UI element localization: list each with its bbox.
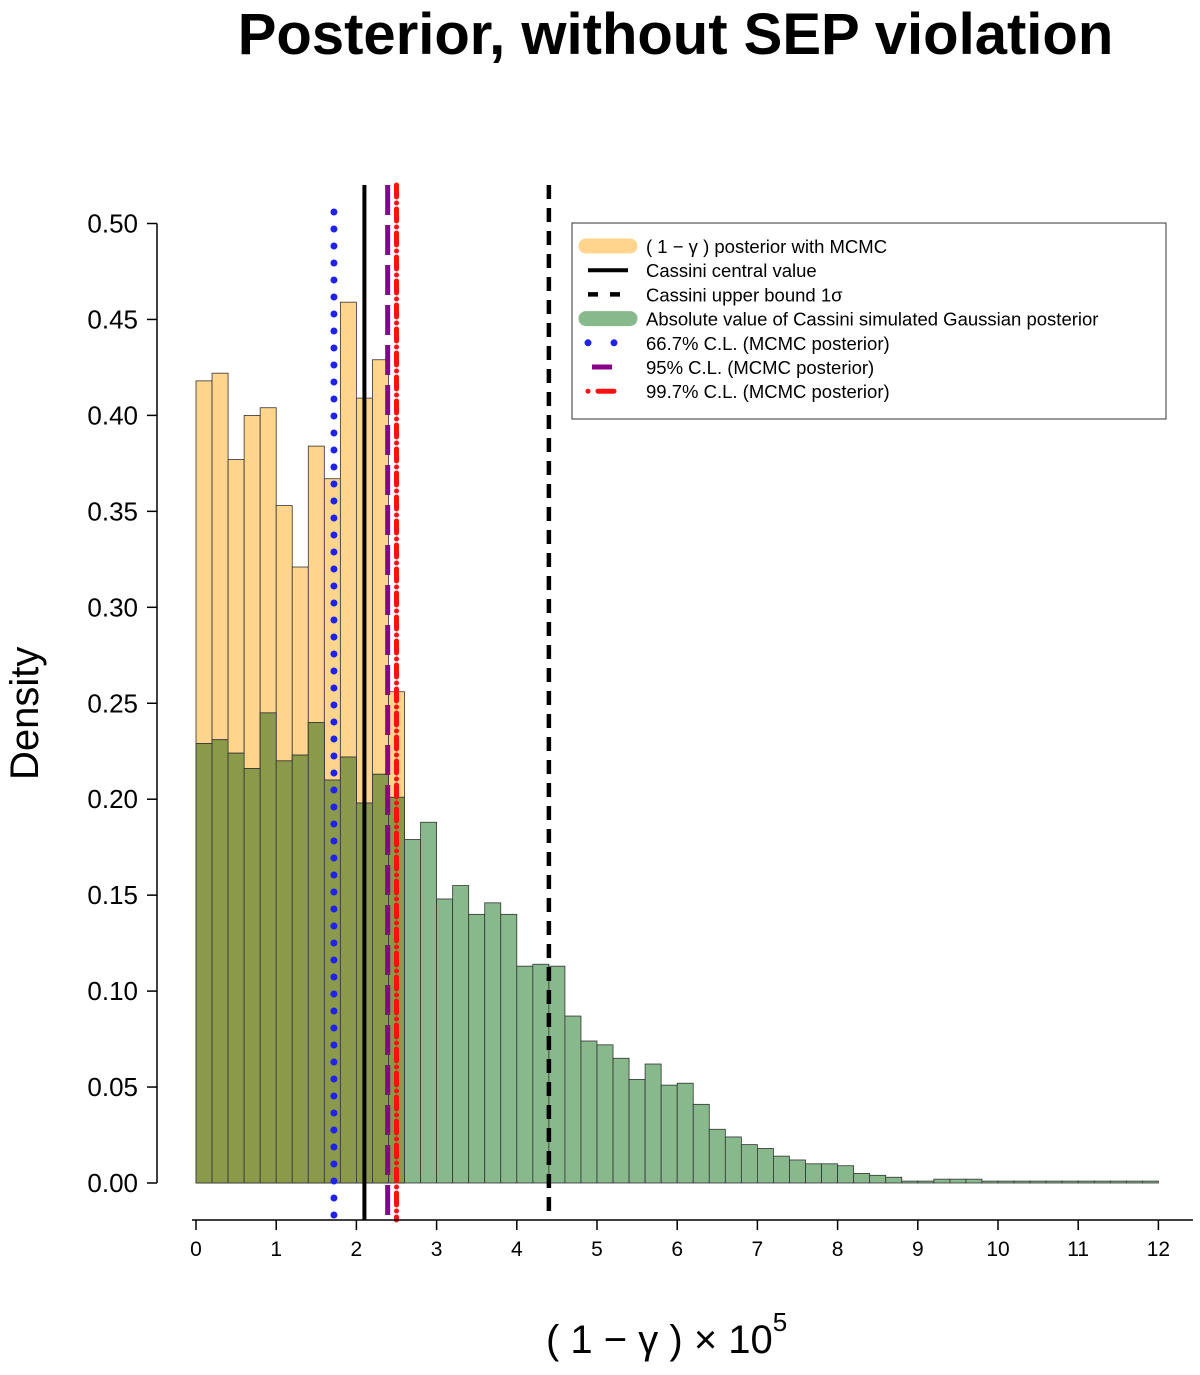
gaussian-bar <box>580 1040 598 1184</box>
legend-label: Absolute value of Cassini simulated Gaus… <box>646 309 1098 330</box>
gaussian-bar <box>1125 1180 1143 1184</box>
overlap-bar <box>291 754 309 1184</box>
y-tick-label: 0.45 <box>87 304 138 334</box>
gaussian-bar <box>468 913 486 1184</box>
x-axis: 0 1 2 3 4 5 6 7 8 9 10 11 12 <box>190 1219 1193 1261</box>
gaussian-bar <box>532 963 550 1184</box>
gaussian-bar <box>1109 1180 1127 1184</box>
overlap-bar <box>211 739 229 1184</box>
gaussian-bar <box>757 1148 774 1184</box>
gaussian-bar <box>612 1057 630 1184</box>
gaussian-bar <box>1141 1180 1159 1184</box>
x-tick-label: 8 <box>832 1238 844 1261</box>
y-tick-label: 0.40 <box>87 400 138 430</box>
y-tick-label: 0.50 <box>87 209 138 239</box>
gaussian-bar <box>516 965 534 1184</box>
gaussian-bar <box>676 1082 694 1184</box>
gaussian-bar <box>853 1173 871 1184</box>
y-tick-label: 0.10 <box>87 976 138 1006</box>
gaussian-bar <box>1029 1180 1047 1184</box>
x-tick-label: 7 <box>752 1238 764 1261</box>
reference-lines <box>330 182 552 1224</box>
overlap-bar <box>243 768 261 1184</box>
gaussian-bar <box>692 1103 710 1184</box>
x-axis-label-text: ( 1 − γ ) × 10 <box>546 1318 773 1362</box>
chart-title: Posterior, without SEP violation <box>237 2 1114 67</box>
gaussian-bar <box>821 1163 838 1184</box>
gaussian-bar <box>949 1178 967 1184</box>
gaussian-bar <box>452 885 470 1184</box>
y-tick-label: 0.05 <box>87 1072 138 1102</box>
legend: ( 1 − γ ) posterior with MCMC Cassini cen… <box>571 222 1167 420</box>
gaussian-bar <box>564 1015 582 1184</box>
gaussian-bar <box>789 1159 806 1184</box>
gaussian-bar <box>500 913 518 1184</box>
gaussian-bar <box>869 1174 887 1184</box>
x-tick-label: 5 <box>591 1238 603 1261</box>
y-tick-label: 0.15 <box>87 880 138 910</box>
x-tick-label: 0 <box>190 1238 202 1261</box>
x-tick-label: 4 <box>511 1238 523 1261</box>
gaussian-bar <box>548 965 566 1184</box>
gaussian-bar <box>420 821 437 1184</box>
gaussian-bar <box>1077 1180 1095 1184</box>
gaussian-bar <box>997 1180 1015 1184</box>
gaussian-bar <box>740 1144 758 1184</box>
legend-label: 66.7% C.L. (MCMC posterior) <box>646 333 890 354</box>
gaussian-bar <box>404 839 421 1184</box>
overlap-bar <box>227 752 245 1184</box>
legend-label: Cassini upper bound 1σ <box>646 284 843 305</box>
legend-label: 99.7% C.L. (MCMC posterior) <box>646 381 890 402</box>
gaussian-bar <box>805 1163 822 1184</box>
x-tick-label: 10 <box>986 1238 1009 1261</box>
gaussian-bar <box>628 1078 646 1184</box>
legend-box <box>571 222 1167 420</box>
gaussian-bar <box>981 1180 999 1184</box>
gaussian-bar <box>1093 1180 1111 1184</box>
x-tick-label: 2 <box>351 1238 363 1261</box>
gaussian-bar <box>708 1128 726 1184</box>
y-axis: 0.00 0.05 0.10 0.15 0.20 0.25 0.30 0.35 0.40 0.45… <box>87 209 158 1198</box>
overlap-bar <box>275 760 293 1184</box>
gaussian-bar <box>917 1180 935 1184</box>
gaussian-bar <box>965 1178 983 1184</box>
gaussian-bar <box>933 1178 951 1184</box>
x-tick-label: 11 <box>1067 1238 1089 1261</box>
gaussian-bar <box>773 1155 790 1184</box>
y-tick-label: 0.35 <box>87 496 138 526</box>
overlap-bar <box>259 712 277 1184</box>
x-tick-label: 3 <box>431 1238 443 1261</box>
gaussian-bar <box>724 1136 742 1184</box>
x-axis-label: ( 1 − γ ) × 105 <box>546 1309 787 1363</box>
overlap-bar <box>195 743 213 1184</box>
x-tick-label: 6 <box>671 1238 683 1261</box>
overlap-bar <box>339 756 357 1184</box>
y-tick-label: 0.30 <box>87 592 138 622</box>
gaussian-bar <box>484 902 502 1184</box>
legend-label: Cassini central value <box>646 260 817 281</box>
x-tick-label: 1 <box>270 1238 282 1261</box>
gaussian-bar <box>885 1176 903 1184</box>
gaussian-histogram <box>195 712 1159 1184</box>
x-tick-label: 9 <box>912 1238 924 1261</box>
y-tick-label: 0.00 <box>87 1168 138 1198</box>
gaussian-bar <box>1061 1180 1079 1184</box>
legend-label: ( 1 − γ ) posterior with MCMC <box>646 236 887 257</box>
legend-label: 95% C.L. (MCMC posterior) <box>646 357 874 378</box>
gaussian-bar <box>837 1165 855 1184</box>
gaussian-bar <box>644 1063 662 1184</box>
x-tick-label: 12 <box>1147 1238 1170 1261</box>
x-axis-label-exponent: 5 <box>772 1307 788 1337</box>
gaussian-bar <box>436 898 454 1184</box>
gaussian-bar <box>901 1180 919 1184</box>
y-tick-label: 0.25 <box>87 688 138 718</box>
y-tick-label: 0.20 <box>87 784 138 814</box>
gaussian-bar <box>596 1044 614 1184</box>
gaussian-bar <box>660 1084 678 1184</box>
overlap-bar <box>307 722 325 1184</box>
gaussian-bar <box>1013 1180 1031 1184</box>
gaussian-bar <box>1045 1180 1063 1184</box>
